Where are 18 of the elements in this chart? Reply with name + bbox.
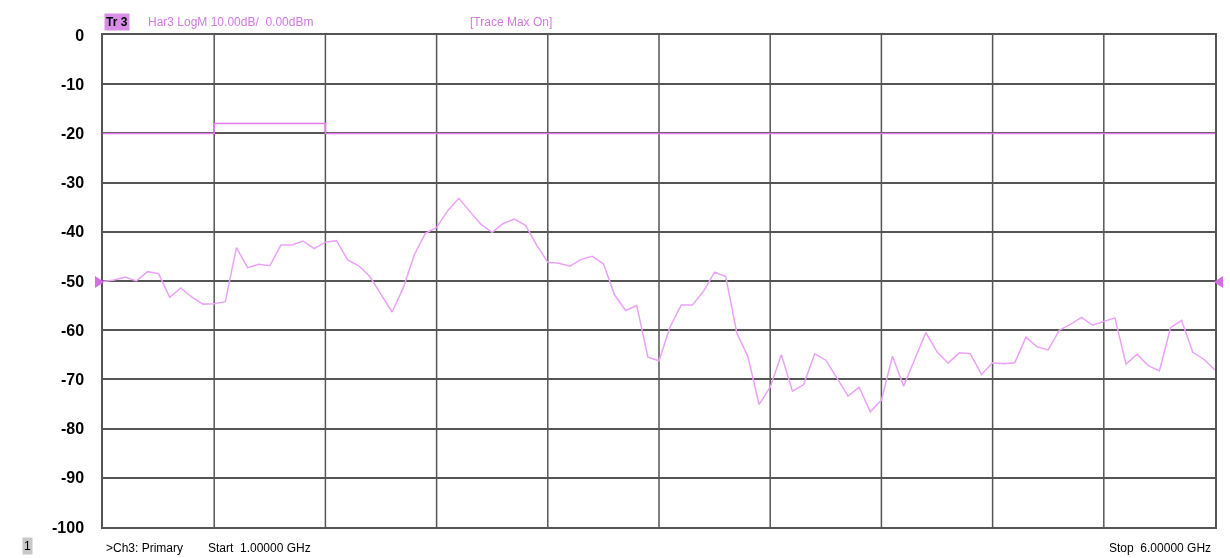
text: Start 1.00000 GHz — [208, 541, 311, 555]
y-tick-label: -30 — [60, 174, 85, 192]
y-tick-label: -80 — [60, 420, 85, 438]
y-tick-label: -100 — [52, 518, 85, 536]
y-tick-label: -20 — [60, 125, 85, 142]
text: [Trace Max On] — [470, 15, 553, 29]
y-tick-label: -10 — [60, 75, 85, 93]
text: 1 — [24, 539, 31, 553]
y-tick-label: -40 — [60, 223, 85, 241]
y-tick-label: -90 — [60, 469, 85, 487]
y-tick-label: 0 — [75, 26, 85, 44]
text: >Ch3: Primary — [106, 541, 184, 555]
text: Har3 LogM 10.00dB/ 0.00dBm — [148, 15, 314, 29]
text: Tr 3 — [106, 15, 128, 29]
text: Stop 6.00000 GHz — [1109, 541, 1212, 555]
y-tick-label: -70 — [60, 371, 85, 388]
y-tick-label: -50 — [60, 272, 85, 290]
y-tick-label: -60 — [60, 321, 85, 339]
